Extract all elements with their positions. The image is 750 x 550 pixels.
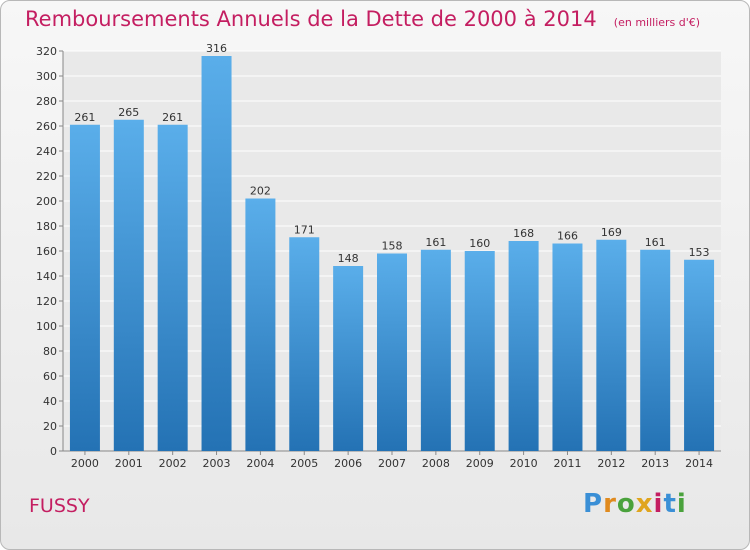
x-tick-label-2004: 2004: [246, 457, 274, 470]
bar-2005: [289, 237, 320, 451]
proxiti-logo: Proxiti: [583, 489, 687, 519]
y-tick-label: 100: [36, 320, 57, 333]
y-tick-label: 160: [36, 245, 57, 258]
data-label-2000: 261: [74, 111, 95, 124]
data-label-2001: 265: [118, 106, 139, 119]
logo-letter: i: [653, 489, 664, 519]
data-label-2006: 148: [338, 252, 359, 265]
bar-2012: [596, 239, 627, 451]
bar-2003: [201, 56, 232, 451]
x-tick-label-2000: 2000: [71, 457, 99, 470]
bar-2013: [640, 249, 671, 451]
x-tick-label-2010: 2010: [510, 457, 538, 470]
x-tick-label-2005: 2005: [290, 457, 318, 470]
data-label-2004: 202: [250, 185, 271, 198]
y-tick-label: 220: [36, 170, 57, 183]
y-tick-label: 280: [36, 95, 57, 108]
data-label-2009: 160: [469, 237, 490, 250]
bar-2002: [157, 124, 188, 451]
logo-letter: i: [676, 489, 687, 519]
data-label-2005: 171: [294, 223, 315, 236]
x-tick-label-2009: 2009: [466, 457, 494, 470]
place-name: FUSSY: [29, 495, 90, 517]
y-tick-label: 0: [50, 445, 57, 458]
x-tick-label-2013: 2013: [641, 457, 669, 470]
y-tick-label: 300: [36, 70, 57, 83]
y-tick-label: 320: [36, 45, 57, 58]
chart-title: Remboursements Annuels de la Dette de 20…: [25, 7, 597, 31]
bar-2007: [377, 253, 407, 451]
data-label-2003: 316: [206, 42, 227, 55]
bar-2001: [113, 119, 144, 451]
y-tick-label: 240: [36, 145, 57, 158]
y-tick-label: 140: [36, 270, 57, 283]
y-tick-label: 80: [43, 345, 57, 358]
data-label-2013: 161: [645, 236, 666, 249]
bar-2006: [333, 266, 364, 451]
y-tick-label: 40: [43, 395, 57, 408]
data-label-2007: 158: [382, 240, 403, 253]
bar-2014: [684, 259, 715, 451]
data-label-2008: 161: [425, 236, 446, 249]
bar-2004: [245, 198, 276, 451]
y-tick-label: 200: [36, 195, 57, 208]
x-tick-label-2003: 2003: [203, 457, 231, 470]
logo-letter: x: [635, 489, 654, 519]
y-tick-label: 60: [43, 370, 57, 383]
logo-letter: P: [583, 489, 604, 519]
bar-2011: [552, 243, 583, 451]
bar-2008: [420, 249, 451, 451]
bar-2000: [69, 124, 100, 451]
logo-letter: t: [663, 489, 677, 519]
data-label-2014: 153: [689, 246, 710, 259]
bar-2009: [464, 251, 495, 451]
x-tick-label-2001: 2001: [115, 457, 143, 470]
x-tick-label-2008: 2008: [422, 457, 450, 470]
logo-letter: r: [603, 489, 617, 519]
chart-subtitle: (en milliers d'€): [613, 16, 701, 29]
data-label-2011: 166: [557, 230, 578, 243]
data-label-2002: 261: [162, 111, 183, 124]
y-tick-label: 120: [36, 295, 57, 308]
x-tick-label-2006: 2006: [334, 457, 362, 470]
x-tick-label-2011: 2011: [553, 457, 581, 470]
x-tick-label-2002: 2002: [159, 457, 187, 470]
data-label-2010: 168: [513, 227, 534, 240]
x-tick-label-2012: 2012: [597, 457, 625, 470]
y-tick-label: 260: [36, 120, 57, 133]
data-label-2012: 169: [601, 226, 622, 239]
logo-letter: o: [616, 489, 636, 519]
bar-2010: [508, 241, 539, 451]
y-tick-label: 20: [43, 420, 57, 433]
x-tick-label-2007: 2007: [378, 457, 406, 470]
x-tick-label-2014: 2014: [685, 457, 713, 470]
y-tick-label: 180: [36, 220, 57, 233]
title-row: Remboursements Annuels de la Dette de 20…: [25, 7, 700, 31]
